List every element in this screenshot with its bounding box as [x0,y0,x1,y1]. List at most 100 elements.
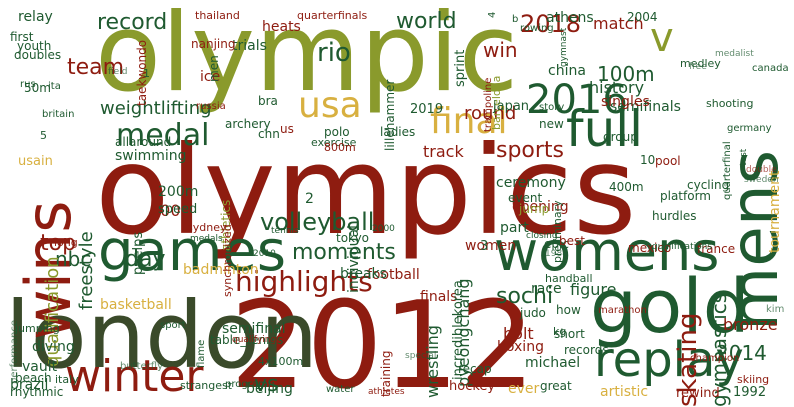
word-strangest: strangest [180,379,233,392]
word-basketball: basketball [100,297,172,313]
word-short: short [554,327,585,341]
word-britain: britain [42,109,75,120]
word-hockey: hockey [449,379,496,394]
word-rio: rio [317,38,351,68]
word-2000: 2000 [372,224,395,234]
word-round: round [464,103,517,124]
word-program: program [225,379,268,390]
word-us: us [280,122,294,136]
word-gold: gold [590,264,750,350]
word-trials: trials [232,38,267,54]
word-water: water [326,384,355,395]
word-volleyball: volleyball [260,208,375,236]
word-first: first [10,30,34,44]
word-germany: germany [727,123,772,134]
word-2016: 2016 [526,77,628,123]
word-full: full [566,100,644,158]
word-moments: moments [292,240,396,265]
word-2: 2 [305,191,314,207]
word-lillehammer: lillehammer [383,79,397,151]
word-bra: bra [258,94,278,108]
word-semifinal: semifinal [222,321,286,337]
word-2018: 2018 [520,10,582,38]
word-sport: sport [160,320,186,331]
word-2004: 2004 [627,10,658,24]
word-performance: performance [9,319,20,384]
word-olympics: olympics [95,120,637,262]
word-thailand: thailand [195,9,240,22]
word-4x100m: 4x100m [258,355,304,368]
word-phelps: phelps [131,231,146,275]
word-wrestling: wrestling [423,325,442,398]
word-canada: canada [752,63,789,74]
word-athletes: athletes [368,387,405,397]
word-pool: pool [655,154,681,168]
word-400m: 400m [609,180,644,194]
word-kg: kg [553,325,567,338]
word-swimming: swimming [115,148,187,164]
word-quarterfinals: quarterfinals [297,9,368,22]
word-games: games [98,219,287,284]
word-brazil: brazil [10,377,49,393]
word-trampoline: trampoline [483,77,494,132]
word-hurdles: hurdles [652,209,697,223]
word-history: history [589,78,645,97]
word-exercise: exercise [311,136,357,149]
word-medalist: medalist [715,49,754,59]
word-long: long [54,236,78,249]
word-beijing: beijing [246,381,293,397]
word-free: free [689,62,707,72]
word-france: france [697,242,736,256]
word-opening: opening [512,199,569,215]
word-synchronized: synchronized [221,224,234,297]
word-1: 1 [143,67,150,80]
word-nbc: nbc [55,247,92,271]
word-boxing: boxing [497,339,544,355]
word-group: group [603,130,638,144]
word-weightlifting: weightlifting [100,98,212,119]
word-michael: michael [525,355,581,371]
word-race: race [531,281,562,297]
word-table-tennis: table_tennis [210,333,284,347]
word-sports: sports [496,138,565,163]
word-handball: handball [545,272,593,285]
word-ita: ita [48,81,61,92]
word-flame: flame [196,339,207,368]
word-tennis: tennis [271,226,299,236]
word-russia: russia [196,101,226,112]
word-record: record [97,10,168,35]
word-men: men [207,55,221,82]
word-b: b [512,14,519,25]
word-quarterfinal: quarterfinal [722,141,733,200]
word-ever: ever [508,381,540,397]
word-finals: finals [420,289,458,305]
word-final: final [430,101,508,142]
word-polo: polo [324,125,350,139]
word-2014: 2014 [716,341,767,365]
word-10: 10 [640,153,656,167]
word-part: part [500,220,529,236]
word-2010: 2010 [253,249,276,259]
word-usa: usa [298,85,362,126]
word-200m: 200m [158,184,199,200]
word-new: new [539,117,564,131]
word-v: v [650,15,674,61]
word-winter: winter [65,351,204,402]
word-champion: champion [690,353,740,364]
word-medals: medals [190,234,223,244]
word-rhythmic: rhythmic [10,385,64,399]
word-test: test [739,148,749,166]
word-story: story [539,102,565,113]
word-best: best [559,234,585,248]
word-ice: ice [200,69,221,85]
word-women: women [465,238,517,254]
word-football: football [367,267,420,283]
word-qualifying: qualifying [232,335,277,345]
word-badminton: badminton [183,262,259,278]
word-sweden: sweden [744,175,779,185]
word-highlights: highlights [235,265,373,298]
word-800m: 800m [324,141,356,154]
word-relay: relay [18,9,53,25]
word-2012: 2012 [230,277,536,407]
